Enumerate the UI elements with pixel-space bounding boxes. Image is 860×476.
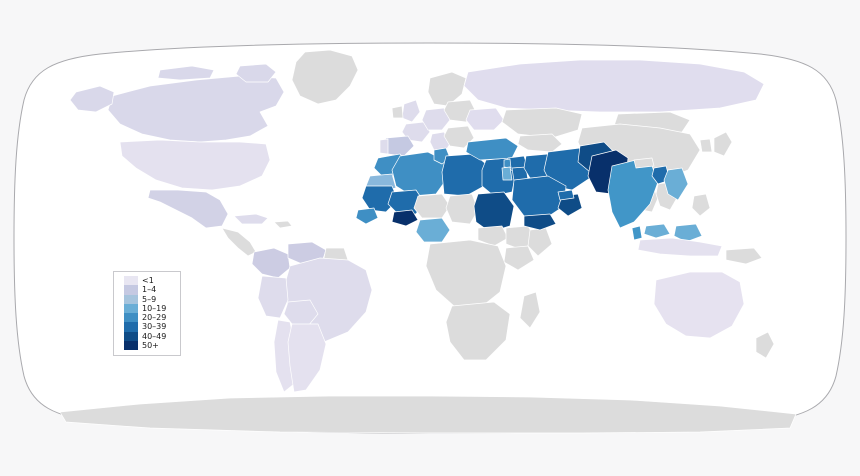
region-new-zealand bbox=[755, 331, 775, 359]
legend-row: 10–19 bbox=[124, 303, 180, 314]
region-greenland bbox=[291, 49, 359, 105]
region-sri-lanka bbox=[631, 225, 643, 241]
region-myanmar bbox=[663, 167, 689, 201]
region-cuba bbox=[233, 213, 269, 225]
legend-swatch bbox=[124, 322, 138, 332]
region-kenya bbox=[503, 245, 535, 271]
legend-swatch bbox=[124, 331, 138, 342]
legend-row: <1 bbox=[124, 276, 180, 286]
choropleth-legend: <1 1–4 5–9 10–19 20–29 30–39 40–49 50+ bbox=[113, 271, 181, 356]
legend-swatch bbox=[124, 313, 138, 323]
legend-swatch bbox=[124, 341, 138, 351]
region-senegal bbox=[355, 207, 379, 225]
region-saudi-arabia bbox=[511, 175, 567, 219]
legend-swatch bbox=[124, 294, 138, 304]
region-colombia bbox=[251, 247, 291, 279]
region-southern-africa bbox=[445, 301, 511, 361]
region-algeria bbox=[391, 151, 447, 197]
legend-label: 40–49 bbox=[142, 331, 167, 341]
legend-label: 30–39 bbox=[142, 322, 167, 332]
region-niger bbox=[413, 193, 451, 219]
region-germany bbox=[421, 107, 451, 131]
region-mexico bbox=[147, 189, 229, 229]
region-burkina-faso bbox=[391, 209, 419, 227]
region-scandinavia bbox=[427, 71, 467, 107]
region-ireland bbox=[391, 105, 404, 119]
region-nepal bbox=[633, 157, 655, 169]
legend-swatch bbox=[124, 303, 138, 314]
legend-row: 30–39 bbox=[124, 322, 180, 332]
region-balkans bbox=[443, 125, 475, 149]
region-argentina bbox=[287, 323, 327, 393]
region-indonesia bbox=[637, 237, 723, 257]
region-malaysia bbox=[643, 223, 671, 239]
region-madagascar bbox=[519, 291, 541, 329]
legend-label: 20–29 bbox=[142, 313, 167, 323]
legend-row: 20–29 bbox=[124, 313, 180, 323]
region-south-sudan bbox=[477, 225, 509, 247]
legend-label: 10–19 bbox=[142, 303, 167, 313]
region-philippines bbox=[691, 193, 711, 217]
region-papua-new-guinea bbox=[725, 247, 763, 265]
region-yemen bbox=[523, 213, 557, 231]
region-nigeria bbox=[415, 217, 451, 243]
region-korea bbox=[699, 138, 713, 153]
region-turkey bbox=[465, 137, 519, 161]
region-united-arab-emirates bbox=[557, 189, 575, 201]
legend-row: 50+ bbox=[124, 341, 180, 351]
region-lebanon bbox=[503, 158, 512, 169]
legend-label: 50+ bbox=[142, 341, 159, 351]
region-portugal bbox=[379, 138, 389, 155]
region-japan bbox=[713, 131, 733, 157]
region-antarctica bbox=[59, 395, 797, 434]
region-kazakhstan bbox=[501, 107, 583, 139]
region-australia bbox=[653, 271, 745, 339]
region-chad bbox=[445, 193, 479, 225]
legend-row: 5–9 bbox=[124, 294, 180, 304]
legend-label: 1–4 bbox=[142, 285, 157, 295]
region-central-africa bbox=[425, 239, 507, 309]
region-malaysia-borneo bbox=[673, 223, 703, 243]
region-peru bbox=[257, 275, 289, 319]
region-hispaniola bbox=[273, 220, 293, 229]
legend-row: 1–4 bbox=[124, 285, 180, 295]
region-ukraine bbox=[465, 107, 505, 131]
region-central-america bbox=[221, 227, 257, 257]
region-united-states bbox=[119, 139, 271, 191]
country-layer bbox=[59, 49, 797, 434]
region-canada-arctic bbox=[157, 65, 215, 81]
legend-label: <1 bbox=[142, 276, 154, 285]
region-russia bbox=[463, 59, 765, 113]
region-alaska bbox=[69, 85, 115, 113]
region-baffin-island bbox=[235, 63, 277, 83]
legend-swatch bbox=[124, 285, 138, 295]
region-canada bbox=[107, 75, 285, 143]
legend-row: 40–49 bbox=[124, 331, 180, 342]
region-israel bbox=[501, 166, 513, 181]
region-mauritania bbox=[361, 185, 399, 213]
legend-label: 5–9 bbox=[142, 294, 157, 304]
legend-swatch bbox=[124, 276, 138, 286]
